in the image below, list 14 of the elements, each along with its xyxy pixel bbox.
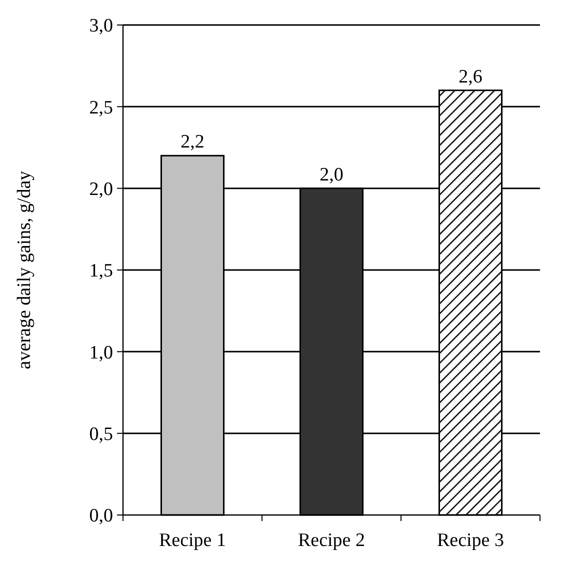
data-label: 2,6 xyxy=(458,66,482,88)
x-tick-label: Recipe 1 xyxy=(158,530,226,551)
y-axis-title: average daily gains, g/day xyxy=(14,170,35,370)
y-tick-label: 1,0 xyxy=(89,342,113,364)
y-tick-label: 0,0 xyxy=(89,506,113,527)
y-tick-label: 1,5 xyxy=(89,260,113,282)
data-label: 2,2 xyxy=(180,132,204,153)
y-tick-label: 3,0 xyxy=(89,16,113,37)
x-tick-label: Recipe 2 xyxy=(298,530,366,551)
x-tick-label: Recipe 3 xyxy=(436,530,504,551)
y-tick-label: 2,0 xyxy=(89,178,113,200)
y-tick-label: 2,5 xyxy=(89,97,113,118)
y-tick-label: 0,5 xyxy=(89,424,113,445)
data-label: 2,0 xyxy=(320,164,344,186)
